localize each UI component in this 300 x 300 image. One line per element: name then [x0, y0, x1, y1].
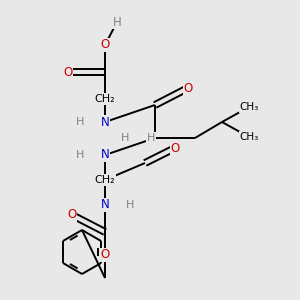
Text: O: O — [100, 248, 109, 262]
Text: O: O — [100, 38, 109, 52]
Text: H: H — [126, 200, 134, 210]
Text: N: N — [100, 199, 109, 212]
Text: O: O — [183, 82, 193, 94]
Text: O: O — [68, 208, 76, 221]
Text: H: H — [76, 150, 84, 160]
Text: CH₂: CH₂ — [95, 94, 115, 104]
Text: CH₃: CH₃ — [239, 132, 259, 142]
Text: CH₃: CH₃ — [239, 102, 259, 112]
Text: CH₂: CH₂ — [95, 175, 115, 185]
Text: O: O — [63, 65, 73, 79]
Text: O: O — [170, 142, 180, 154]
Text: H: H — [147, 133, 155, 143]
Text: H: H — [112, 16, 122, 28]
Text: H: H — [121, 133, 129, 143]
Text: H: H — [76, 117, 84, 127]
Text: N: N — [100, 116, 109, 128]
Text: N: N — [100, 148, 109, 161]
